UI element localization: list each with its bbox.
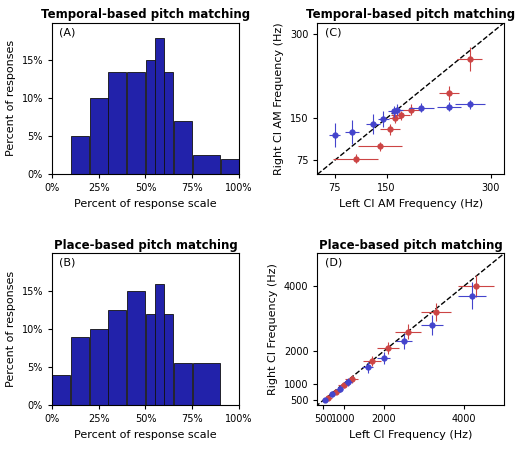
Bar xyxy=(127,291,145,405)
Y-axis label: Right CI AM Frequency (Hz): Right CI AM Frequency (Hz) xyxy=(275,22,284,175)
Bar xyxy=(127,72,145,174)
Bar xyxy=(89,329,108,405)
Bar xyxy=(146,314,154,405)
Bar xyxy=(146,60,154,174)
X-axis label: Left CI AM Frequency (Hz): Left CI AM Frequency (Hz) xyxy=(339,199,483,209)
Text: (D): (D) xyxy=(325,258,342,268)
Bar xyxy=(192,155,220,174)
Bar xyxy=(192,363,220,405)
X-axis label: Percent of response scale: Percent of response scale xyxy=(74,199,217,209)
Bar xyxy=(89,99,108,174)
Y-axis label: Right CI Frequency (Hz): Right CI Frequency (Hz) xyxy=(268,263,278,395)
Title: Temporal-based pitch matching: Temporal-based pitch matching xyxy=(41,9,250,21)
Bar xyxy=(53,375,70,405)
X-axis label: Percent of response scale: Percent of response scale xyxy=(74,430,217,440)
Bar xyxy=(155,284,164,405)
X-axis label: Left CI Frequency (Hz): Left CI Frequency (Hz) xyxy=(349,430,473,440)
Text: (A): (A) xyxy=(59,27,76,37)
Bar xyxy=(220,159,239,174)
Bar xyxy=(155,38,164,174)
Bar xyxy=(164,314,173,405)
Bar xyxy=(71,136,89,174)
Bar xyxy=(164,72,173,174)
Y-axis label: Percent of responses: Percent of responses xyxy=(6,40,16,157)
Text: (B): (B) xyxy=(59,258,76,268)
Text: (C): (C) xyxy=(325,27,342,37)
Title: Place-based pitch matching: Place-based pitch matching xyxy=(319,239,503,252)
Title: Place-based pitch matching: Place-based pitch matching xyxy=(54,239,237,252)
Bar xyxy=(174,363,192,405)
Title: Temporal-based pitch matching: Temporal-based pitch matching xyxy=(306,9,515,21)
Bar xyxy=(108,72,126,174)
Y-axis label: Percent of responses: Percent of responses xyxy=(6,271,16,387)
Bar xyxy=(108,310,126,405)
Bar xyxy=(71,337,89,405)
Bar xyxy=(174,121,192,174)
